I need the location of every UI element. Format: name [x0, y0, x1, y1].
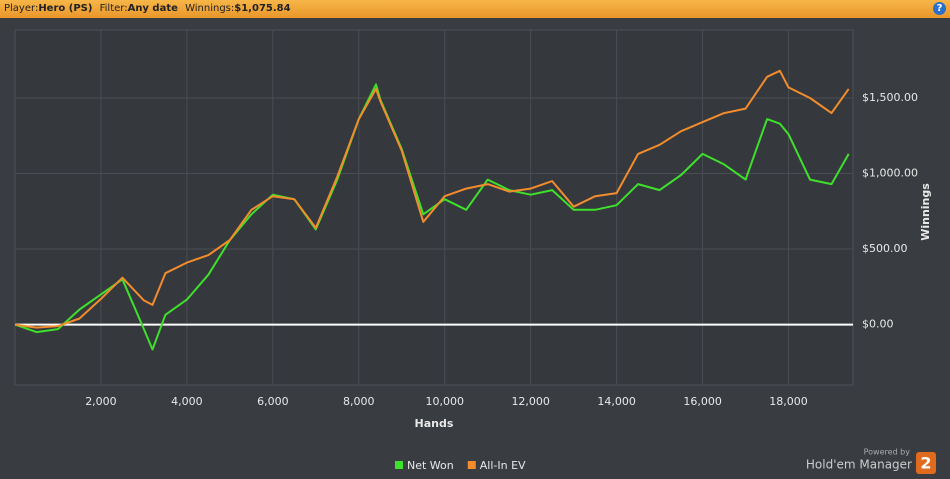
help-button[interactable]: ? — [933, 2, 946, 15]
x-axis-label: Hands — [415, 417, 454, 430]
legend-label: Net Won — [407, 459, 454, 472]
legend-swatch — [467, 461, 476, 469]
winnings-label: Winnings: — [185, 3, 235, 14]
x-tick-label: 10,000 — [425, 395, 464, 408]
player-label: Player: — [4, 3, 39, 14]
y-tick-label: $1,000.00 — [862, 167, 918, 180]
y-axis-label: Winnings — [919, 183, 932, 241]
x-tick-label: 8,000 — [343, 395, 375, 408]
filter-label: Filter: — [99, 3, 128, 14]
powered-by: Powered by — [864, 448, 911, 457]
series-line — [14, 83, 850, 351]
chart: Hands Winnings Powered by Hold'em Manage… — [14, 29, 936, 474]
series-line — [14, 69, 850, 329]
logo: 2 — [920, 454, 931, 473]
x-tick-label: 6,000 — [257, 395, 289, 408]
y-tick-label: $500.00 — [862, 242, 908, 255]
x-tick-label: 14,000 — [597, 395, 636, 408]
y-tick-label: $0.00 — [862, 318, 894, 331]
x-tick-label: 12,000 — [511, 395, 550, 408]
legend-swatch — [395, 461, 403, 469]
x-tick-label: 2,000 — [85, 395, 117, 408]
x-tick-label: 18,000 — [769, 395, 808, 408]
brand: Hold'em Manager — [806, 458, 912, 472]
winnings: $1,075.84 — [234, 3, 291, 14]
x-tick-label: 4,000 — [171, 395, 203, 408]
legend-label: All-In EV — [480, 459, 526, 472]
player: Hero (PS) — [38, 3, 93, 14]
filter: Any date — [127, 3, 178, 14]
logo-box — [916, 452, 936, 474]
header-bar: Player:Hero (PS) Filter:Any date Winning… — [0, 0, 950, 18]
y-tick-label: $1,500.00 — [862, 91, 918, 104]
x-tick-label: 16,000 — [683, 395, 722, 408]
